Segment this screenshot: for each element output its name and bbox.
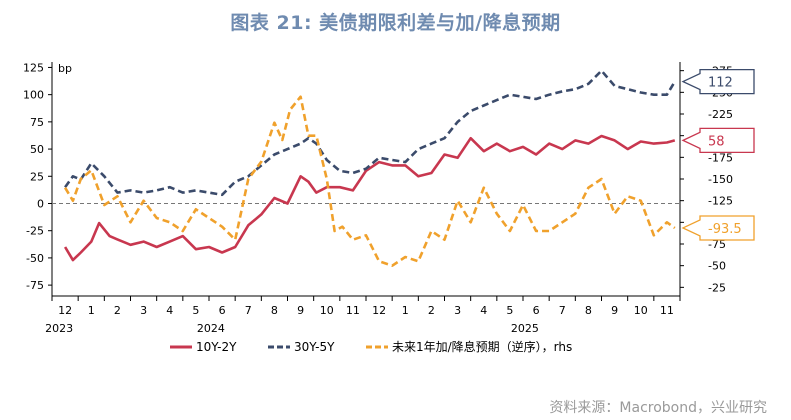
x-month-label: 4 xyxy=(166,304,173,317)
x-month-label: 12 xyxy=(372,304,386,317)
legend-label: 未来1年加/降息预期（逆序），rhs xyxy=(392,339,572,354)
series-line--1-rhs xyxy=(63,95,676,267)
x-year-label: 2025 xyxy=(511,322,539,335)
left-axis-unit: bp xyxy=(58,62,72,75)
end-label-value: -93.5 xyxy=(708,222,742,237)
left-tick-label: 0 xyxy=(37,197,44,210)
x-month-label: 9 xyxy=(297,304,304,317)
series-line-30y-5y xyxy=(64,69,676,197)
x-month-label: 1 xyxy=(88,304,95,317)
legend-label: 10Y-2Y xyxy=(196,340,237,354)
x-month-label: 10 xyxy=(634,304,648,317)
x-month-label: 4 xyxy=(480,304,487,317)
right-tick-label: -150 xyxy=(708,173,733,186)
x-month-label: 7 xyxy=(559,304,566,317)
left-tick-label: -50 xyxy=(26,252,44,265)
x-month-label: 8 xyxy=(271,304,278,317)
right-tick-label: -75 xyxy=(708,238,726,251)
left-tick-label: 50 xyxy=(30,143,44,156)
x-month-label: 3 xyxy=(454,304,461,317)
x-year-label: 2023 xyxy=(45,322,73,335)
x-month-label: 1 xyxy=(402,304,409,317)
end-label-value: 58 xyxy=(708,134,725,149)
x-month-label: 3 xyxy=(140,304,147,317)
x-month-label: 5 xyxy=(192,304,199,317)
legend-label: 30Y-5Y xyxy=(294,340,335,354)
x-month-label: 2 xyxy=(428,304,435,317)
end-label-box xyxy=(681,68,755,95)
source-note: 资料来源：Macrobond，兴业研究 xyxy=(549,400,767,416)
series-line-10y-2y xyxy=(63,134,676,262)
right-tick-label: -50 xyxy=(708,260,726,273)
x-month-label: 11 xyxy=(346,304,360,317)
right-tick-label: -25 xyxy=(708,281,726,294)
left-tick-label: 75 xyxy=(30,116,44,129)
x-month-label: 7 xyxy=(245,304,252,317)
right-tick-label: -225 xyxy=(708,108,733,121)
left-tick-label: -75 xyxy=(26,279,44,292)
x-month-label: 12 xyxy=(58,304,72,317)
end-label-value: 112 xyxy=(708,76,733,91)
x-month-label: 6 xyxy=(219,304,226,317)
end-label-box xyxy=(681,127,755,154)
right-tick-label: -125 xyxy=(708,195,733,208)
left-tick-label: 100 xyxy=(23,89,44,102)
end-label-box xyxy=(681,215,755,241)
right-tick-label: -175 xyxy=(708,151,733,164)
x-month-label: 8 xyxy=(585,304,592,317)
x-month-label: 11 xyxy=(660,304,674,317)
x-month-label: 2 xyxy=(114,304,121,317)
x-month-label: 5 xyxy=(506,304,513,317)
left-tick-label: 125 xyxy=(23,61,44,74)
left-tick-label: 25 xyxy=(30,170,44,183)
x-month-label: 9 xyxy=(611,304,618,317)
x-month-label: 6 xyxy=(533,304,540,317)
x-month-label: 10 xyxy=(320,304,334,317)
left-tick-label: -25 xyxy=(26,225,44,238)
x-year-label: 2024 xyxy=(197,322,225,335)
chart-title: 图表 21: 美债期限利差与加/降息预期 xyxy=(230,12,561,34)
